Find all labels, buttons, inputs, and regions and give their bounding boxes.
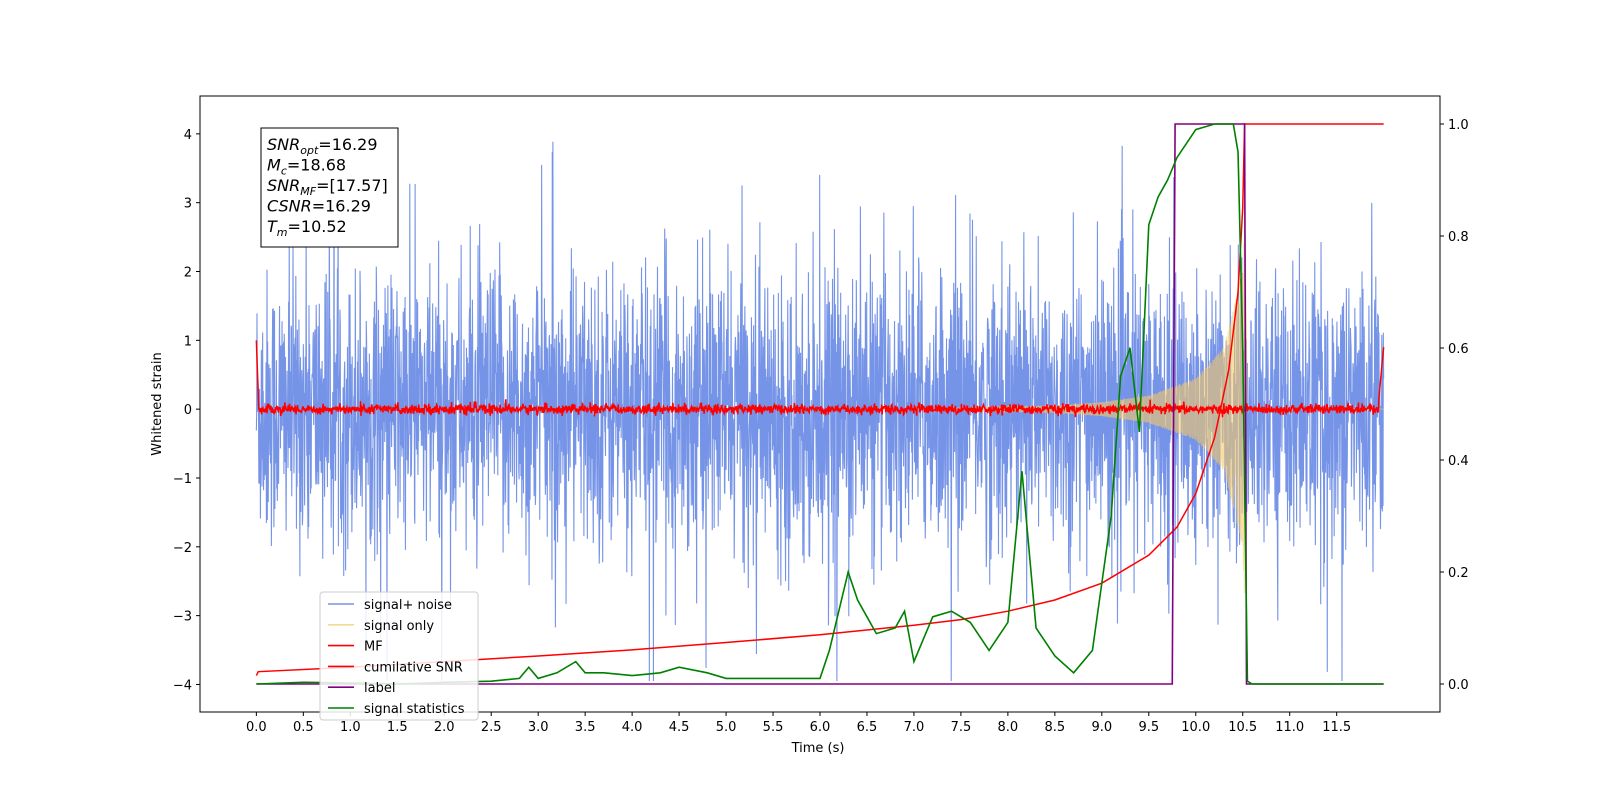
x-tick-label: 5.5 — [763, 720, 784, 735]
x-tick-label: 11.0 — [1275, 720, 1304, 735]
x-tick-label: 0.5 — [293, 720, 314, 735]
x-tick-label: 9.0 — [1091, 720, 1112, 735]
y-tick-label: 4 — [184, 128, 192, 143]
x-tick-label: 11.5 — [1322, 720, 1351, 735]
x-tick-label: 8.5 — [1045, 720, 1066, 735]
x-tick-label: 6.5 — [857, 720, 878, 735]
y-tick-label: −1 — [173, 472, 192, 487]
legend-label: signal statistics — [364, 702, 465, 717]
x-tick-label: 4.5 — [669, 720, 690, 735]
y-tick-label: −3 — [173, 610, 192, 625]
info-line: Mc=18.68 — [267, 156, 346, 178]
y2-tick-label: 1.0 — [1448, 118, 1469, 133]
x-tick-label: 10.5 — [1228, 720, 1257, 735]
y2-tick-label: 0.8 — [1448, 230, 1469, 245]
x-tick-label: 7.5 — [951, 720, 972, 735]
series-signal-statistics — [256, 123, 1384, 685]
x-tick-label: 3.0 — [528, 720, 549, 735]
x-axis-ticks: 0.0 0.5 1.0 1.5 2.0 2.5 3.0 3.5 4.0 4.5 5.0 5.5 6.0 6… — [246, 712, 1351, 735]
x-tick-label: 1.5 — [387, 720, 408, 735]
y-tick-label: 3 — [184, 197, 192, 212]
y-tick-label: 2 — [184, 266, 192, 281]
legend-label: label — [364, 681, 395, 696]
y-tick-label: −4 — [173, 678, 192, 693]
x-tick-label: 0.0 — [246, 720, 267, 735]
x-tick-label: 2.5 — [481, 720, 502, 735]
legend-label: MF — [364, 640, 383, 655]
y-axis-ticks: −4 −3 −2 −1 0 1 2 3 4 — [173, 128, 200, 693]
y-tick-label: 0 — [184, 403, 192, 418]
y2-tick-label: 0.6 — [1448, 342, 1469, 357]
y2-tick-label: 0.2 — [1448, 566, 1469, 581]
x-tick-label: 5.0 — [716, 720, 737, 735]
x-tick-label: 10.0 — [1181, 720, 1210, 735]
info-line: SNRopt=16.29 — [267, 135, 378, 157]
x-tick-label: 6.0 — [810, 720, 831, 735]
y-tick-label: 1 — [184, 334, 192, 349]
legend-label: signal only — [364, 619, 434, 634]
legend: signal+ noise signal only MF cumilative SNR… — [319, 591, 479, 721]
y-axis-label: Whitened strain — [150, 352, 165, 455]
info-box: SNRopt=16.29Mc=18.68SNRMF=[17.57]CSNR=16… — [260, 127, 399, 248]
info-line: CSNR=16.29 — [267, 197, 371, 216]
info-line: Tm=10.52 — [267, 217, 347, 239]
plot-area — [255, 123, 1385, 685]
y-tick-label: −2 — [173, 541, 192, 556]
x-axis-label: Time (s) — [791, 741, 845, 756]
y2-tick-label: 0.0 — [1448, 678, 1469, 693]
y2-axis-ticks: 0.0 0.2 0.4 0.6 0.8 1.0 — [1440, 118, 1469, 693]
x-tick-label: 1.0 — [340, 720, 361, 735]
x-tick-label: 7.0 — [904, 720, 925, 735]
info-box-frame — [260, 127, 399, 248]
series-mf — [255, 340, 1385, 418]
x-tick-label: 4.0 — [622, 720, 643, 735]
legend-frame — [319, 591, 479, 721]
y2-tick-label: 0.4 — [1448, 454, 1469, 469]
x-tick-label: 9.5 — [1138, 720, 1159, 735]
info-line: SNRMF=[17.57] — [267, 176, 388, 198]
x-tick-label: 3.5 — [575, 720, 596, 735]
series-cumulative-snr — [255, 123, 1384, 676]
x-tick-label: 8.0 — [998, 720, 1019, 735]
legend-label: cumilative SNR — [364, 660, 463, 675]
x-tick-label: 2.0 — [434, 720, 455, 735]
legend-label: signal+ noise — [364, 598, 452, 613]
